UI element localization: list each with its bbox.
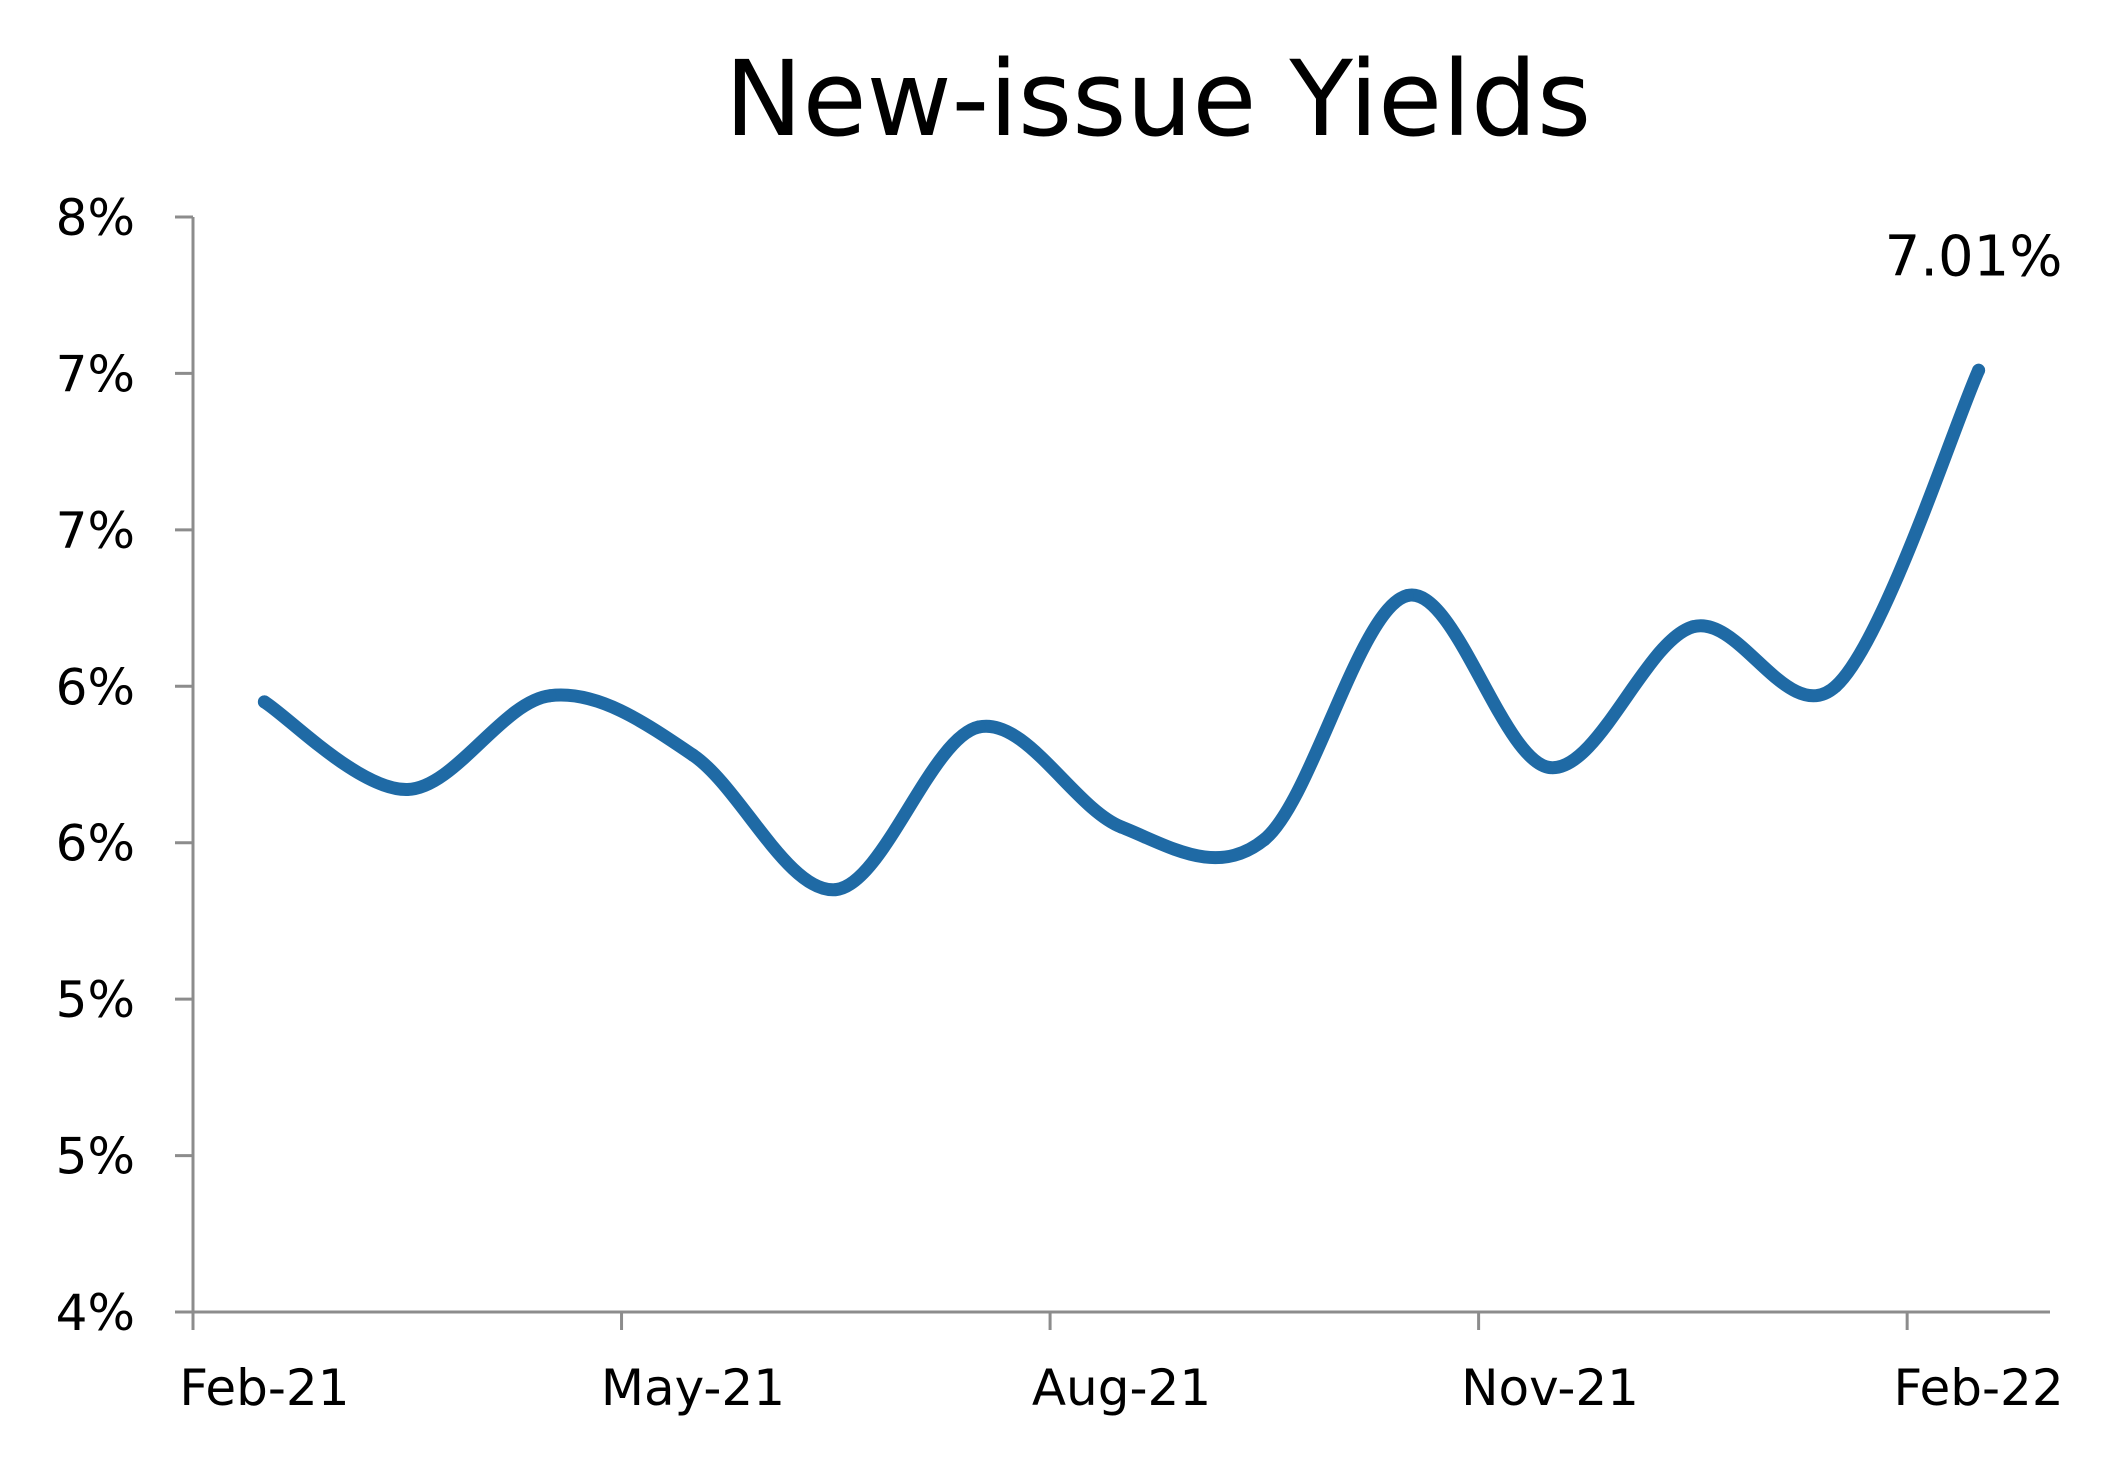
y-tick-label: 5% (56, 1128, 135, 1186)
y-tick-label: 4% (56, 1284, 135, 1342)
y-tick-label: 8% (56, 189, 135, 247)
x-tick-label: Feb-22 (1893, 1359, 2063, 1417)
data-point (543, 689, 557, 703)
data-point (972, 720, 986, 734)
data-point (1972, 363, 1986, 377)
x-tick-label: Feb-21 (179, 1359, 349, 1417)
y-tick-label: 7% (56, 345, 135, 403)
x-tick-label: Aug-21 (1032, 1359, 1211, 1417)
data-point (1829, 679, 1843, 693)
data-point (1115, 820, 1128, 834)
data-point (400, 783, 414, 796)
y-tick-label: 7% (56, 502, 135, 560)
x-tick-label: Nov-21 (1461, 1359, 1639, 1417)
x-tick-label: May-21 (601, 1359, 785, 1417)
data-point (1257, 833, 1271, 847)
data-point (686, 748, 700, 762)
data-point (1400, 589, 1414, 603)
series-layer (257, 363, 1986, 897)
y-tick-label: 6% (56, 815, 135, 873)
y-tick-label: 5% (56, 971, 135, 1029)
y-tick-label: 6% (56, 658, 135, 716)
data-point (1543, 761, 1557, 775)
x-axis-ticks: Feb-21 May-21 Aug-21 Nov-21 Feb-22 (179, 1312, 2064, 1417)
series-line (257, 363, 1986, 897)
data-point (829, 883, 843, 897)
chart-title: New-issue Yields (725, 38, 1591, 160)
data-point (1686, 620, 1700, 634)
y-axis-ticks: 4% 5% 5% 6% 6% 7% 7% 8% (56, 189, 193, 1342)
data-point (257, 695, 271, 709)
data-label-last-point: 7.01% (1885, 224, 2063, 289)
